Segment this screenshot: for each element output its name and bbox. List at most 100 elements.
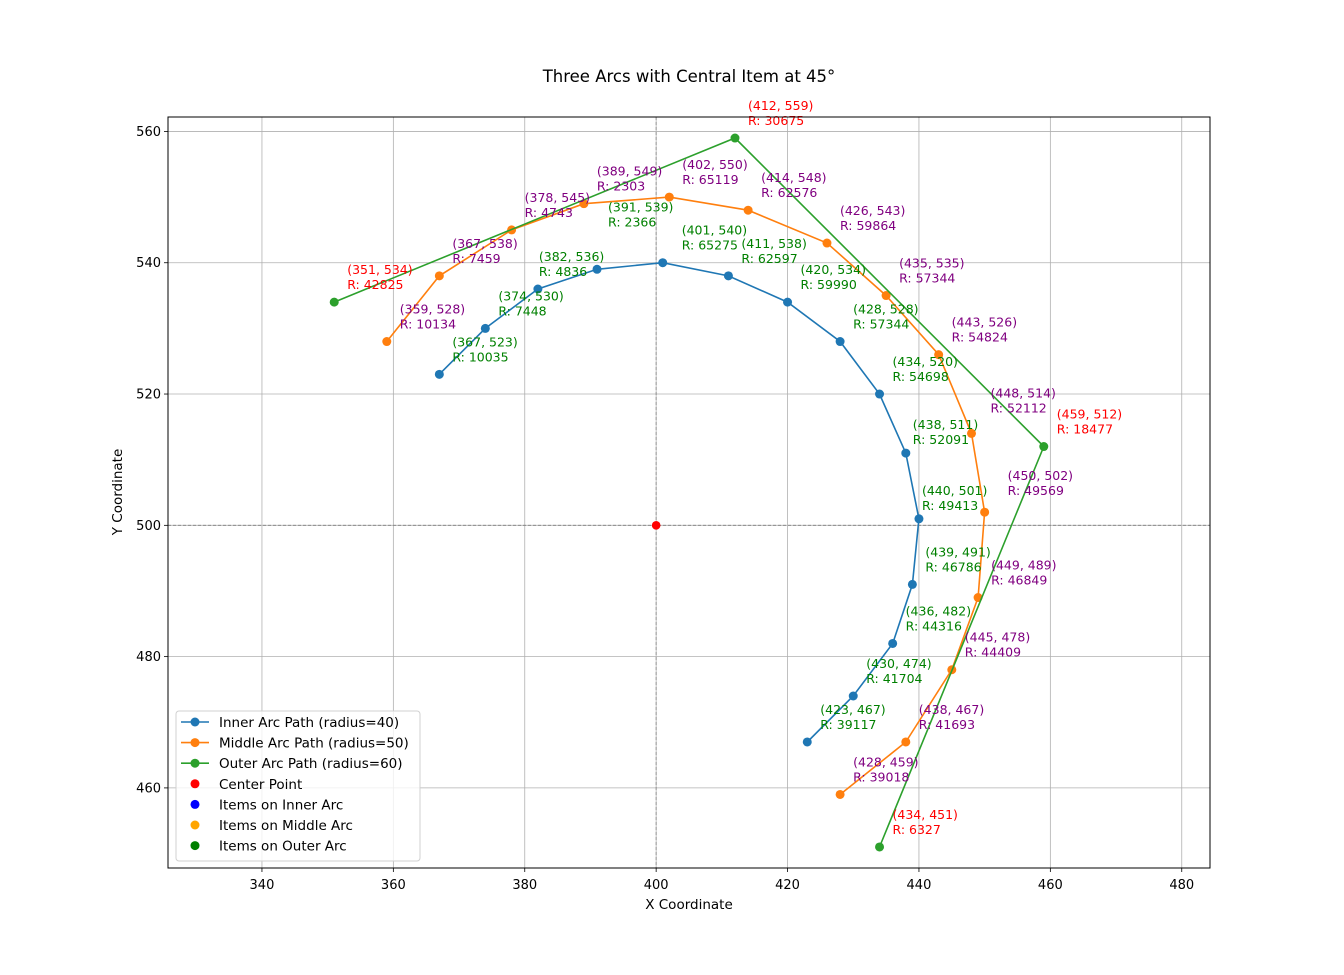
point-coordinate-label: (436, 482) — [906, 603, 971, 618]
middle-arc-point — [822, 238, 832, 248]
x-tick-label: 340 — [250, 878, 275, 893]
legend-label: Items on Outer Arc — [219, 839, 347, 855]
point-value-label: R: 30675 — [748, 113, 804, 128]
series-layer — [329, 133, 1049, 852]
outer-arc-point — [329, 297, 339, 307]
legend-entry: Outer Arc Path (radius=60) — [181, 756, 403, 772]
point-coordinate-label: (438, 467) — [919, 702, 984, 717]
outer-arc-point — [730, 133, 740, 143]
middle-arc-point — [664, 192, 674, 202]
point-value-label: R: 59864 — [840, 218, 896, 233]
point-value-label: R: 59990 — [801, 277, 857, 292]
legend-label: Middle Arc Path (radius=50) — [219, 736, 409, 752]
chart-title: Three Arcs with Central Item at 45° — [542, 67, 836, 86]
point-coordinate-label: (450, 502) — [1008, 468, 1073, 483]
legend-label: Items on Inner Arc — [219, 797, 343, 813]
point-coordinate-label: (443, 526) — [952, 315, 1017, 330]
y-axis: 460 480 500 520 540 560 — [136, 125, 168, 796]
outer-arc-point — [875, 842, 885, 852]
inner-arc-point — [914, 514, 924, 524]
legend-entry: Items on Middle Arc — [190, 818, 353, 834]
point-coordinate-label: (438, 511) — [913, 417, 978, 432]
point-coordinate-label: (402, 550) — [682, 157, 747, 172]
legend-marker-swatch — [190, 738, 200, 748]
point-value-label: R: 52112 — [991, 400, 1047, 415]
legend-entry: Inner Arc Path (radius=40) — [181, 715, 399, 731]
inner-arc-point — [835, 337, 845, 347]
y-tick-label: 480 — [136, 650, 161, 665]
point-coordinate-label: (445, 478) — [965, 630, 1030, 645]
point-coordinate-label: (414, 548) — [761, 170, 826, 185]
inner-arc-point — [480, 323, 490, 333]
legend-dot-swatch — [190, 841, 200, 851]
point-value-label: R: 49413 — [922, 498, 978, 513]
point-value-label: R: 52091 — [913, 432, 969, 447]
y-tick-label: 500 — [136, 519, 161, 534]
legend-marker-swatch — [190, 758, 200, 768]
point-value-label: R: 4836 — [539, 264, 587, 279]
point-coordinate-label: (351, 534) — [347, 262, 412, 277]
middle-arc-point — [967, 428, 977, 438]
inner-arc-point — [848, 691, 858, 701]
point-value-label: R: 62576 — [761, 185, 817, 200]
middle-arc-point — [881, 291, 891, 301]
legend-entry: Items on Outer Arc — [190, 839, 347, 855]
point-coordinate-label: (434, 520) — [893, 354, 958, 369]
point-value-label: R: 57344 — [853, 317, 909, 332]
point-coordinate-label: (420, 534) — [801, 262, 866, 277]
point-coordinate-label: (374, 530) — [498, 288, 563, 303]
point-coordinate-label: (426, 543) — [840, 203, 905, 218]
point-value-label: R: 10035 — [452, 349, 508, 364]
point-value-label: R: 65275 — [682, 238, 738, 253]
point-value-label: R: 49569 — [1008, 483, 1064, 498]
point-value-label: R: 65119 — [682, 172, 738, 187]
legend: Inner Arc Path (radius=40) Middle Arc Pat… — [175, 710, 421, 862]
point-value-label: R: 41693 — [919, 717, 975, 732]
x-tick-label: 360 — [381, 878, 406, 893]
center-point — [651, 521, 661, 530]
point-coordinate-label: (449, 489) — [991, 558, 1056, 573]
point-coordinate-label: (434, 451) — [893, 807, 958, 822]
legend-label: Center Point — [219, 777, 302, 793]
inner-arc-point — [802, 737, 812, 747]
inner-arc-point — [901, 448, 911, 458]
point-value-label: R: 2366 — [608, 214, 656, 229]
point-value-label: R: 54698 — [893, 369, 949, 384]
middle-arc-point — [743, 205, 753, 215]
legend-entry: Center Point — [190, 777, 302, 793]
point-value-label: R: 46786 — [925, 559, 981, 574]
y-tick-label: 520 — [136, 388, 161, 403]
point-coordinate-label: (440, 501) — [922, 483, 987, 498]
middle-arc-point — [434, 271, 444, 281]
middle-arc-series — [382, 192, 990, 799]
point-coordinate-label: (430, 474) — [866, 656, 931, 671]
point-coordinate-label: (378, 545) — [525, 190, 590, 205]
y-axis-label: Y Coordinate — [110, 449, 126, 537]
point-value-label: R: 7448 — [498, 303, 546, 318]
x-tick-label: 420 — [775, 878, 800, 893]
legend-label: Items on Middle Arc — [219, 818, 353, 834]
point-value-label: R: 18477 — [1057, 422, 1113, 437]
point-coordinate-label: (412, 559) — [748, 98, 813, 113]
point-coordinate-label: (382, 536) — [539, 249, 604, 264]
point-coordinate-label: (459, 512) — [1057, 407, 1122, 422]
outer-arc-series — [329, 133, 1049, 852]
point-value-label: R: 41704 — [866, 671, 922, 686]
point-value-label: R: 46849 — [991, 573, 1047, 588]
point-value-label: R: 2303 — [597, 179, 645, 194]
legend-marker-swatch — [190, 717, 200, 727]
point-value-label: R: 10134 — [400, 317, 456, 332]
x-axis-label: X Coordinate — [645, 897, 733, 913]
point-coordinate-label: (367, 523) — [452, 334, 517, 349]
legend-dot-swatch — [190, 779, 200, 789]
point-value-label: R: 6327 — [893, 822, 941, 837]
inner-arc-point — [888, 638, 898, 648]
point-value-label: R: 44409 — [965, 645, 1021, 660]
inner-arc-series — [434, 258, 924, 747]
point-value-label: R: 39018 — [853, 769, 909, 784]
x-tick-label: 480 — [1169, 878, 1194, 893]
x-axis: 340 360 380 400 420 440 460 480 — [250, 868, 1194, 893]
x-tick-label: 400 — [644, 878, 669, 893]
inner-arc-point — [592, 264, 602, 274]
